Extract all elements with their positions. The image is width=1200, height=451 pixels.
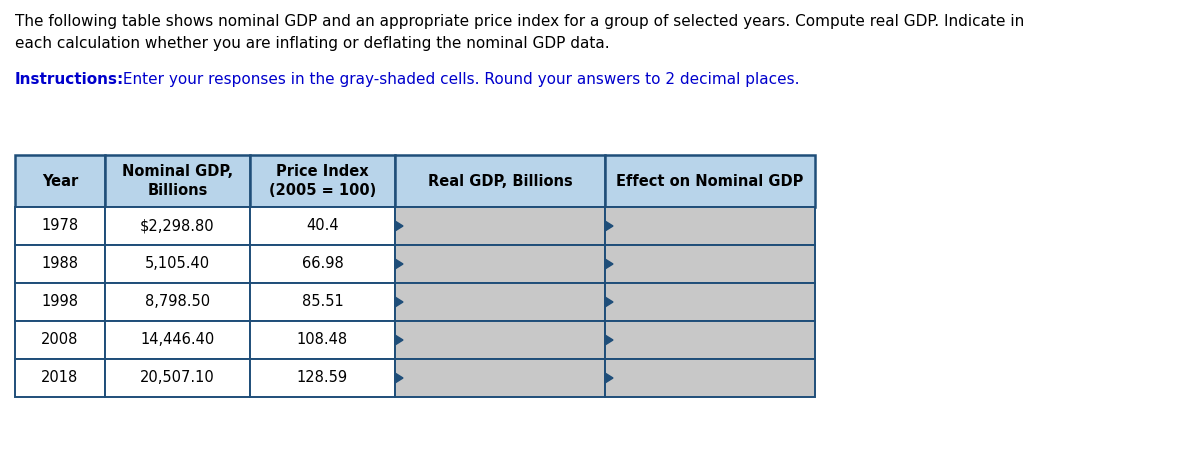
- Bar: [106, 321, 250, 359]
- Text: $2,298.80: $2,298.80: [140, 218, 215, 234]
- Polygon shape: [605, 221, 613, 231]
- Text: each calculation whether you are inflating or deflating the nominal GDP data.: each calculation whether you are inflati…: [14, 36, 610, 51]
- Bar: [14, 359, 106, 397]
- Polygon shape: [395, 297, 403, 307]
- Bar: [14, 207, 106, 245]
- Bar: [250, 155, 395, 207]
- Text: 66.98: 66.98: [301, 257, 343, 272]
- Bar: [250, 245, 395, 283]
- Bar: [14, 283, 106, 321]
- Bar: [395, 283, 605, 321]
- Bar: [395, 155, 605, 207]
- Bar: [250, 283, 395, 321]
- Bar: [605, 283, 815, 321]
- Polygon shape: [395, 335, 403, 345]
- Text: 1978: 1978: [42, 218, 78, 234]
- Text: 5,105.40: 5,105.40: [145, 257, 210, 272]
- Text: 2008: 2008: [41, 332, 79, 348]
- Polygon shape: [395, 221, 403, 231]
- Bar: [14, 321, 106, 359]
- Bar: [605, 321, 815, 359]
- Polygon shape: [395, 259, 403, 269]
- Text: Price Index
(2005 = 100): Price Index (2005 = 100): [269, 164, 376, 198]
- Text: 40.4: 40.4: [306, 218, 338, 234]
- Bar: [106, 283, 250, 321]
- Bar: [106, 155, 250, 207]
- Bar: [106, 207, 250, 245]
- Bar: [395, 359, 605, 397]
- Text: 2018: 2018: [41, 371, 79, 386]
- Bar: [605, 155, 815, 207]
- Text: Enter your responses in the gray-shaded cells. Round your answers to 2 decimal p: Enter your responses in the gray-shaded …: [118, 72, 799, 87]
- Text: 1998: 1998: [42, 295, 78, 309]
- Text: 20,507.10: 20,507.10: [140, 371, 215, 386]
- Text: Nominal GDP,
Billions: Nominal GDP, Billions: [122, 164, 233, 198]
- Polygon shape: [605, 259, 613, 269]
- Bar: [395, 207, 605, 245]
- Text: The following table shows nominal GDP and an appropriate price index for a group: The following table shows nominal GDP an…: [14, 14, 1025, 29]
- Bar: [395, 245, 605, 283]
- Polygon shape: [605, 335, 613, 345]
- Bar: [106, 245, 250, 283]
- Text: Year: Year: [42, 174, 78, 189]
- Bar: [14, 155, 106, 207]
- Bar: [250, 359, 395, 397]
- Text: 8,798.50: 8,798.50: [145, 295, 210, 309]
- Text: 14,446.40: 14,446.40: [140, 332, 215, 348]
- Polygon shape: [605, 297, 613, 307]
- Bar: [605, 207, 815, 245]
- Text: Instructions:: Instructions:: [14, 72, 125, 87]
- Text: 128.59: 128.59: [296, 371, 348, 386]
- Bar: [395, 321, 605, 359]
- Text: Real GDP, Billions: Real GDP, Billions: [427, 174, 572, 189]
- Bar: [14, 245, 106, 283]
- Bar: [250, 321, 395, 359]
- Bar: [605, 245, 815, 283]
- Text: Effect on Nominal GDP: Effect on Nominal GDP: [617, 174, 804, 189]
- Text: 108.48: 108.48: [296, 332, 348, 348]
- Text: 1988: 1988: [42, 257, 78, 272]
- Bar: [106, 359, 250, 397]
- Polygon shape: [605, 373, 613, 383]
- Bar: [250, 207, 395, 245]
- Polygon shape: [395, 373, 403, 383]
- Bar: [605, 359, 815, 397]
- Text: 85.51: 85.51: [301, 295, 343, 309]
